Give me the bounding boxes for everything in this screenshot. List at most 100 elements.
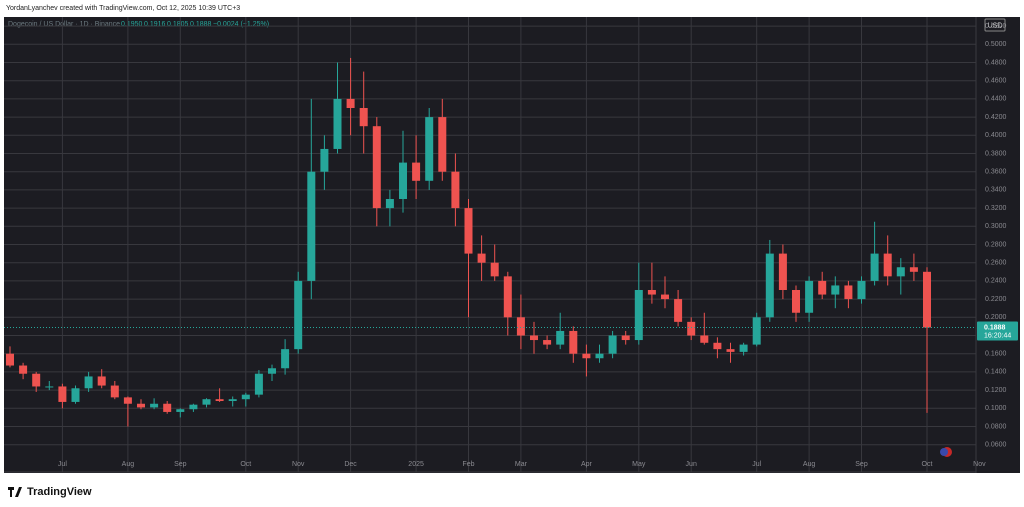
candle-body [84, 376, 93, 389]
candle-body [163, 403, 172, 412]
candle-body [202, 399, 211, 405]
candle-body [346, 98, 355, 108]
candle-body [792, 290, 800, 313]
candle-body [595, 353, 604, 359]
candle-body [110, 385, 119, 398]
candle-body [45, 386, 54, 388]
y-tick-label: 0.1000 [985, 405, 1007, 412]
x-tick-label: Feb [462, 461, 474, 468]
legend-change: −0.0024 (−1.25%) [213, 21, 269, 28]
marker-icon[interactable] [940, 447, 952, 457]
y-tick-label: 0.2600 [985, 260, 1007, 267]
candle-body [294, 280, 303, 350]
candle-body [451, 171, 460, 209]
x-tick-label: Jul [752, 461, 761, 468]
icon [940, 448, 948, 456]
y-tick-label: 0.0800 [985, 423, 1007, 430]
y-tick-label: 0.2800 [985, 241, 1007, 248]
candle-body [503, 276, 512, 318]
header: YordanLyanchev created with TradingView.… [6, 5, 240, 12]
y-tick-label: 0.5000 [985, 41, 1007, 48]
candle-body [778, 253, 787, 290]
candle-body [831, 285, 840, 295]
candle-body [215, 399, 224, 402]
candle-body [543, 340, 552, 345]
candle-body [726, 349, 735, 352]
candle-body [647, 290, 656, 295]
y-tick-label: 0.4800 [985, 59, 1007, 66]
candle-body [700, 335, 709, 343]
y-tick-label: 0.4600 [985, 78, 1007, 85]
candle-body [281, 349, 290, 369]
candle-body [765, 253, 774, 318]
brand: TradingView [27, 486, 92, 498]
candle-body [412, 162, 421, 181]
x-tick-label: Apr [581, 461, 593, 468]
candle-body [189, 404, 198, 410]
candle-body [228, 399, 237, 402]
candle-body [477, 253, 486, 263]
candle-body [137, 403, 145, 408]
candle-body [372, 126, 381, 209]
candle-body [58, 386, 67, 402]
candle-body [530, 335, 538, 341]
legend-high: 0.1916 [144, 21, 166, 28]
logo: TradingView [8, 486, 92, 498]
x-tick-label: Oct [240, 461, 251, 468]
y-tick-label: 0.2200 [985, 296, 1007, 303]
candle-body [19, 365, 28, 374]
logo-mark [8, 487, 22, 497]
last-price: 0.1888 [984, 324, 1006, 331]
y-tick-label: 0.3600 [985, 169, 1007, 176]
candle-body [556, 330, 565, 345]
symbol: Dogecoin / US Dollar · 1D · Binance [8, 21, 120, 28]
candle-body [857, 280, 866, 300]
y-tick-label: 0.4000 [985, 132, 1007, 139]
y-tick-label: 0.2000 [985, 314, 1007, 321]
legend-close: 0.1888 [190, 21, 212, 28]
currency: USD [988, 22, 1003, 29]
candle-body [909, 267, 918, 272]
legend-low: 0.1805 [167, 21, 189, 28]
currency-box[interactable] [984, 18, 1006, 32]
candle-body [844, 285, 853, 300]
candle-body [307, 171, 316, 281]
candle-body [241, 394, 250, 400]
y-tick-label: 0.2400 [985, 278, 1007, 285]
y-tick-label: 0.3800 [985, 150, 1007, 157]
x-tick-label: May [632, 461, 646, 468]
candle-body [176, 409, 185, 412]
candle-body [896, 267, 905, 277]
x-tick-label: Sep [174, 461, 187, 468]
x-tick-label: Mar [515, 461, 528, 468]
countdown: 16:20:44 [984, 332, 1011, 339]
candle-body [425, 117, 434, 181]
legend-open: 0.1950 [121, 21, 143, 28]
x-tick-label: Dec [344, 461, 357, 468]
y-tick-label: 0.3400 [985, 187, 1007, 194]
candle-body [268, 368, 276, 374]
candle-body [739, 344, 748, 352]
candle-body [661, 294, 669, 300]
y-tick-label: 0.4200 [985, 114, 1007, 121]
y-tick-label: 0.3200 [985, 205, 1007, 212]
candle-body [438, 117, 447, 172]
candle-body [97, 376, 106, 386]
last-price-box [977, 321, 1018, 341]
candle-body [464, 208, 473, 254]
candle-body [608, 335, 617, 354]
candle-body [687, 321, 696, 336]
grid [4, 17, 976, 472]
candle-body [490, 262, 499, 277]
candle-body [150, 403, 159, 408]
candle-body [359, 108, 368, 127]
y-tick-label: 0.3000 [985, 223, 1007, 230]
x-tick-label: 2025 [408, 461, 424, 468]
x-tick-label: Nov [292, 461, 305, 468]
candle-body [870, 253, 879, 281]
candle-body [254, 373, 263, 395]
candle-body [123, 397, 132, 404]
candle-body [634, 290, 643, 341]
x-tick-label: Aug [803, 461, 816, 468]
